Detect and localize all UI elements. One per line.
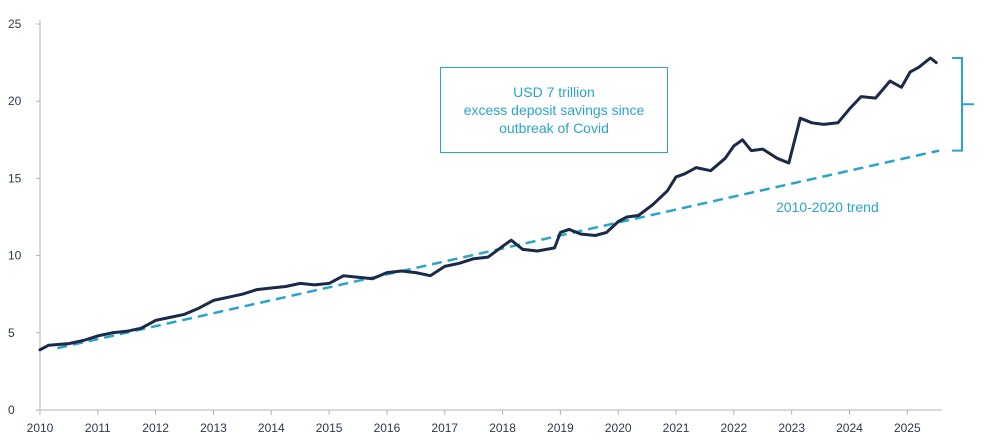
trend-label: 2010-2020 trend xyxy=(776,199,879,215)
x-tick-label: 2019 xyxy=(547,421,574,435)
actual-series-line xyxy=(38,56,938,352)
x-tick-label: 2021 xyxy=(663,421,690,435)
y-tick-label: 20 xyxy=(8,94,22,108)
x-tick-label: 2014 xyxy=(258,421,285,435)
x-axis-ticks: 2010 2011 2012 2013 2014 2015 2016 2017 2018 2019… xyxy=(27,410,921,435)
gap-bracket xyxy=(952,57,974,152)
y-tick-label: 10 xyxy=(8,249,22,263)
x-tick-label: 2013 xyxy=(200,421,227,435)
y-tick-label: 0 xyxy=(8,403,15,417)
x-tick-label: 2023 xyxy=(778,421,805,435)
x-tick-label: 2011 xyxy=(85,421,111,435)
y-axis-ticks: 0 5 10 15 20 25 xyxy=(8,17,40,417)
annotation-callout-box: USD 7 trillion excess deposit savings si… xyxy=(440,67,668,153)
x-tick-label: 2024 xyxy=(836,421,863,435)
x-tick-label: 2012 xyxy=(142,421,169,435)
y-tick-label: 25 xyxy=(8,17,22,31)
y-tick-label: 15 xyxy=(8,171,22,185)
x-tick-label: 2018 xyxy=(489,421,516,435)
y-tick-label: 5 xyxy=(8,326,15,340)
x-tick-label: 2016 xyxy=(374,421,401,435)
x-tick-label: 2020 xyxy=(605,421,632,435)
x-tick-label: 2022 xyxy=(720,421,747,435)
x-tick-label: 2025 xyxy=(894,421,921,435)
x-tick-label: 2015 xyxy=(316,421,343,435)
x-tick-label: 2010 xyxy=(27,421,54,435)
x-tick-label: 2017 xyxy=(431,421,458,435)
annotation-callout-text: USD 7 trillion excess deposit savings si… xyxy=(463,84,645,136)
